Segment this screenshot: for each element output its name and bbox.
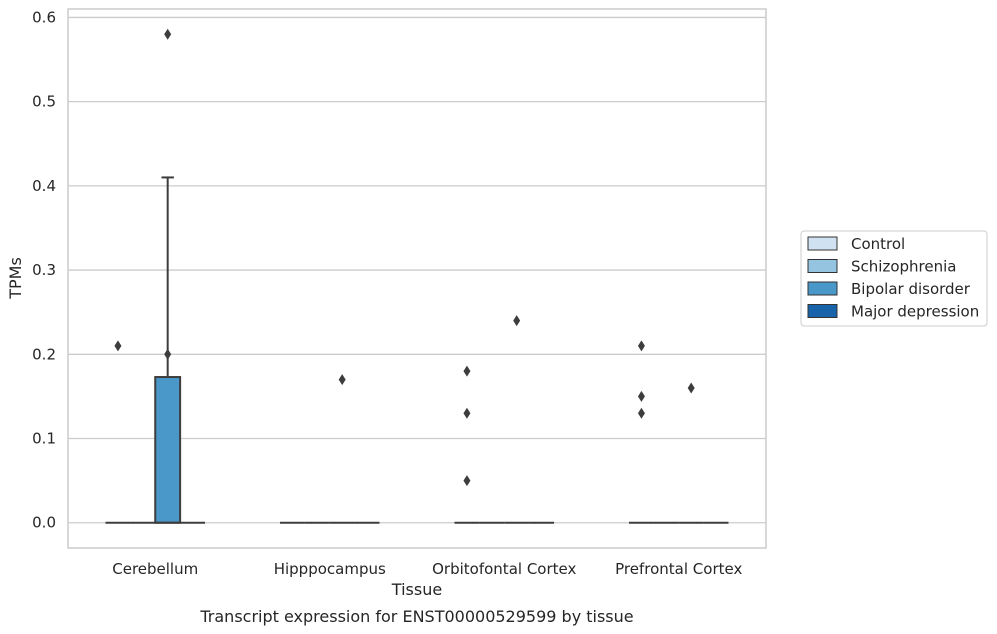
outlier-point — [637, 407, 645, 419]
legend-label: Bipolar disorder — [851, 280, 971, 298]
legend-frame — [800, 230, 988, 327]
legend: Control Schizophrenia Bipolar disorder Majo… — [800, 230, 988, 327]
x-tick-label: Hipppocampus — [274, 560, 386, 578]
y-tick-label: 0.2 — [32, 345, 56, 363]
outlier-points — [114, 28, 695, 487]
outlier-point — [338, 374, 346, 386]
outlier-point — [513, 315, 521, 327]
x-tick-label: Cerebellum — [112, 560, 198, 578]
box-series — [105, 176, 729, 524]
y-tick-label: 0.3 — [32, 261, 56, 279]
y-tick-label: 0.0 — [32, 514, 56, 532]
chart-caption: Transcript expression for ENST0000052959… — [199, 607, 633, 626]
outlier-point — [164, 348, 172, 360]
outlier-point — [463, 407, 471, 419]
legend-label: Schizophrenia — [851, 258, 956, 276]
y-tick-label: 0.1 — [32, 430, 56, 448]
legend-swatch — [807, 236, 838, 251]
x-axis-label: Tissue — [391, 580, 442, 599]
x-tick-label: Orbitofontal Cortex — [432, 560, 576, 578]
outlier-point — [637, 390, 645, 402]
legend-swatch — [807, 281, 838, 296]
x-tick-label: Prefrontal Cortex — [615, 560, 742, 578]
outlier-point — [164, 28, 172, 40]
legend-swatch — [807, 259, 838, 273]
legend-label: Control — [851, 235, 905, 253]
y-axis-label: TPMs — [6, 257, 25, 300]
outlier-point — [637, 340, 645, 352]
x-axis-ticks: Cerebellum Hipppocampus Orbitofontal Corte… — [112, 560, 742, 578]
outlier-point — [687, 382, 695, 394]
y-tick-label: 0.6 — [32, 8, 56, 26]
outlier-point — [463, 365, 471, 377]
box — [154, 376, 182, 524]
plot-area — [68, 9, 766, 548]
y-axis-ticks: 0.0 0.1 0.2 0.3 0.4 0.5 0.6 — [32, 8, 56, 531]
y-tick-label: 0.4 — [32, 177, 56, 195]
legend-swatch — [807, 304, 838, 318]
legend-label: Major depression — [851, 303, 979, 321]
outlier-point — [463, 475, 471, 487]
y-tick-label: 0.5 — [32, 93, 56, 111]
plot-frame — [67, 8, 767, 549]
outlier-point — [114, 340, 122, 352]
